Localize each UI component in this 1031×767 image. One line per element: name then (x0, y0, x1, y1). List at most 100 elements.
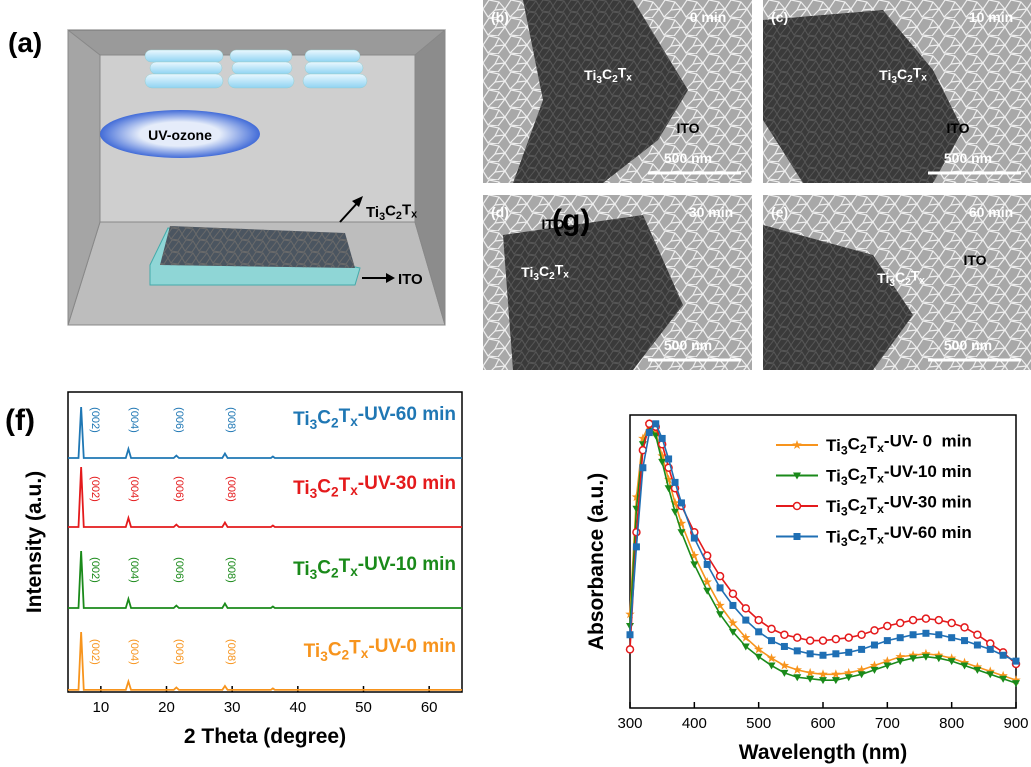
marker (794, 647, 801, 654)
peak-label: (008) (225, 557, 237, 583)
x-tick-label: 20 (158, 699, 175, 716)
marker (627, 646, 634, 653)
sem-panels: (b)0 minTi3C2TxITO500 nm(c)10 minTi3C2Tx… (483, 0, 1031, 370)
marker (845, 634, 852, 641)
marker (948, 620, 955, 627)
cloud-label: UV-ozone (148, 127, 212, 143)
marker (820, 652, 827, 659)
marker (910, 617, 917, 624)
marker (897, 634, 904, 641)
marker (678, 499, 685, 506)
x-tick-label: 900 (1003, 715, 1028, 732)
marker (805, 668, 815, 677)
marker (961, 637, 968, 644)
page: { "panel_a": {"label": "(a)", "cloud": "… (0, 0, 1031, 767)
x-tick-label: 30 (224, 699, 241, 716)
marker (690, 561, 698, 568)
marker (717, 584, 724, 591)
marker (935, 631, 942, 638)
x-tick-label: 300 (617, 715, 642, 732)
sem-time: 60 min (969, 204, 1013, 220)
legend-label: Ti3C2Tx-UV- 0 min (826, 432, 972, 458)
x-tick-label: 600 (810, 715, 835, 732)
marker (755, 654, 763, 661)
marker (831, 669, 841, 678)
marker (729, 590, 736, 597)
marker (652, 420, 659, 427)
sem-label: (d) (491, 204, 509, 220)
peak-label: (008) (225, 476, 237, 502)
peak-label: (008) (225, 407, 237, 433)
marker (794, 533, 801, 540)
marker (948, 634, 955, 641)
series-label: Ti3C2Tx-UV-30 min (293, 473, 456, 501)
marker (910, 631, 917, 638)
peak-label: (006) (173, 407, 185, 433)
scale-bar-label: 500 nm (664, 337, 712, 353)
x-tick-label: 500 (746, 715, 771, 732)
panel-label: (a) (8, 27, 42, 58)
peak-label: (004) (128, 639, 140, 665)
marker (703, 588, 711, 595)
marker (858, 646, 865, 653)
marker (755, 628, 762, 635)
sem-substrate: ITO (963, 252, 986, 268)
marker (832, 636, 839, 643)
marker (922, 630, 929, 637)
legend-label: Ti3C2Tx-UV-30 min (826, 493, 972, 519)
marker (704, 561, 711, 568)
marker (818, 669, 828, 678)
marker (742, 605, 749, 612)
peak-label: (002) (89, 557, 101, 583)
series-label: Ti3C2Tx-UV-10 min (293, 554, 456, 582)
marker (659, 435, 666, 442)
peak-label: (006) (173, 476, 185, 502)
marker (871, 627, 878, 634)
peak-label: (008) (225, 639, 237, 665)
sem-label: (e) (771, 204, 788, 220)
sem-label: (c) (771, 9, 788, 25)
marker (639, 464, 646, 471)
marker (646, 429, 653, 436)
series-label: Ti3C2Tx-UV-0 min (304, 636, 456, 664)
marker (627, 631, 634, 638)
marker (884, 622, 891, 629)
x-tick-label: 800 (939, 715, 964, 732)
marker (781, 643, 788, 650)
sem-time: 30 min (689, 204, 733, 220)
x-tick-label: 700 (875, 715, 900, 732)
marker (974, 642, 981, 649)
marker (807, 650, 814, 657)
peak-label: (004) (128, 557, 140, 583)
marker (807, 637, 814, 644)
marker (858, 631, 865, 638)
panel-label: (g) (552, 204, 590, 237)
sem-time: 10 min (969, 9, 1013, 25)
marker (820, 637, 827, 644)
marker (665, 455, 672, 462)
sem-substrate: ITO (676, 120, 699, 136)
peak-label: (002) (89, 407, 101, 433)
marker (884, 637, 891, 644)
x-tick-label: 400 (682, 715, 707, 732)
marker (794, 503, 801, 510)
peak-label: (002) (89, 476, 101, 502)
marker (677, 529, 685, 536)
x-axis-label: 2 Theta (degree) (184, 725, 346, 748)
x-tick-label: 50 (355, 699, 372, 716)
marker (633, 543, 640, 550)
marker (755, 617, 762, 624)
marker (935, 617, 942, 624)
marker (1013, 658, 1020, 665)
sem-image: (c)10 minTi3C2TxITO500 nm (763, 0, 1031, 183)
marker (768, 637, 775, 644)
marker (780, 661, 790, 670)
x-tick-label: 40 (289, 699, 306, 716)
marker (691, 535, 698, 542)
marker (922, 615, 929, 622)
marker (781, 631, 788, 638)
y-axis-label: Intensity (a.u.) (23, 471, 46, 613)
legend-label: Ti3C2Tx-UV-10 min (826, 462, 972, 488)
marker (729, 602, 736, 609)
